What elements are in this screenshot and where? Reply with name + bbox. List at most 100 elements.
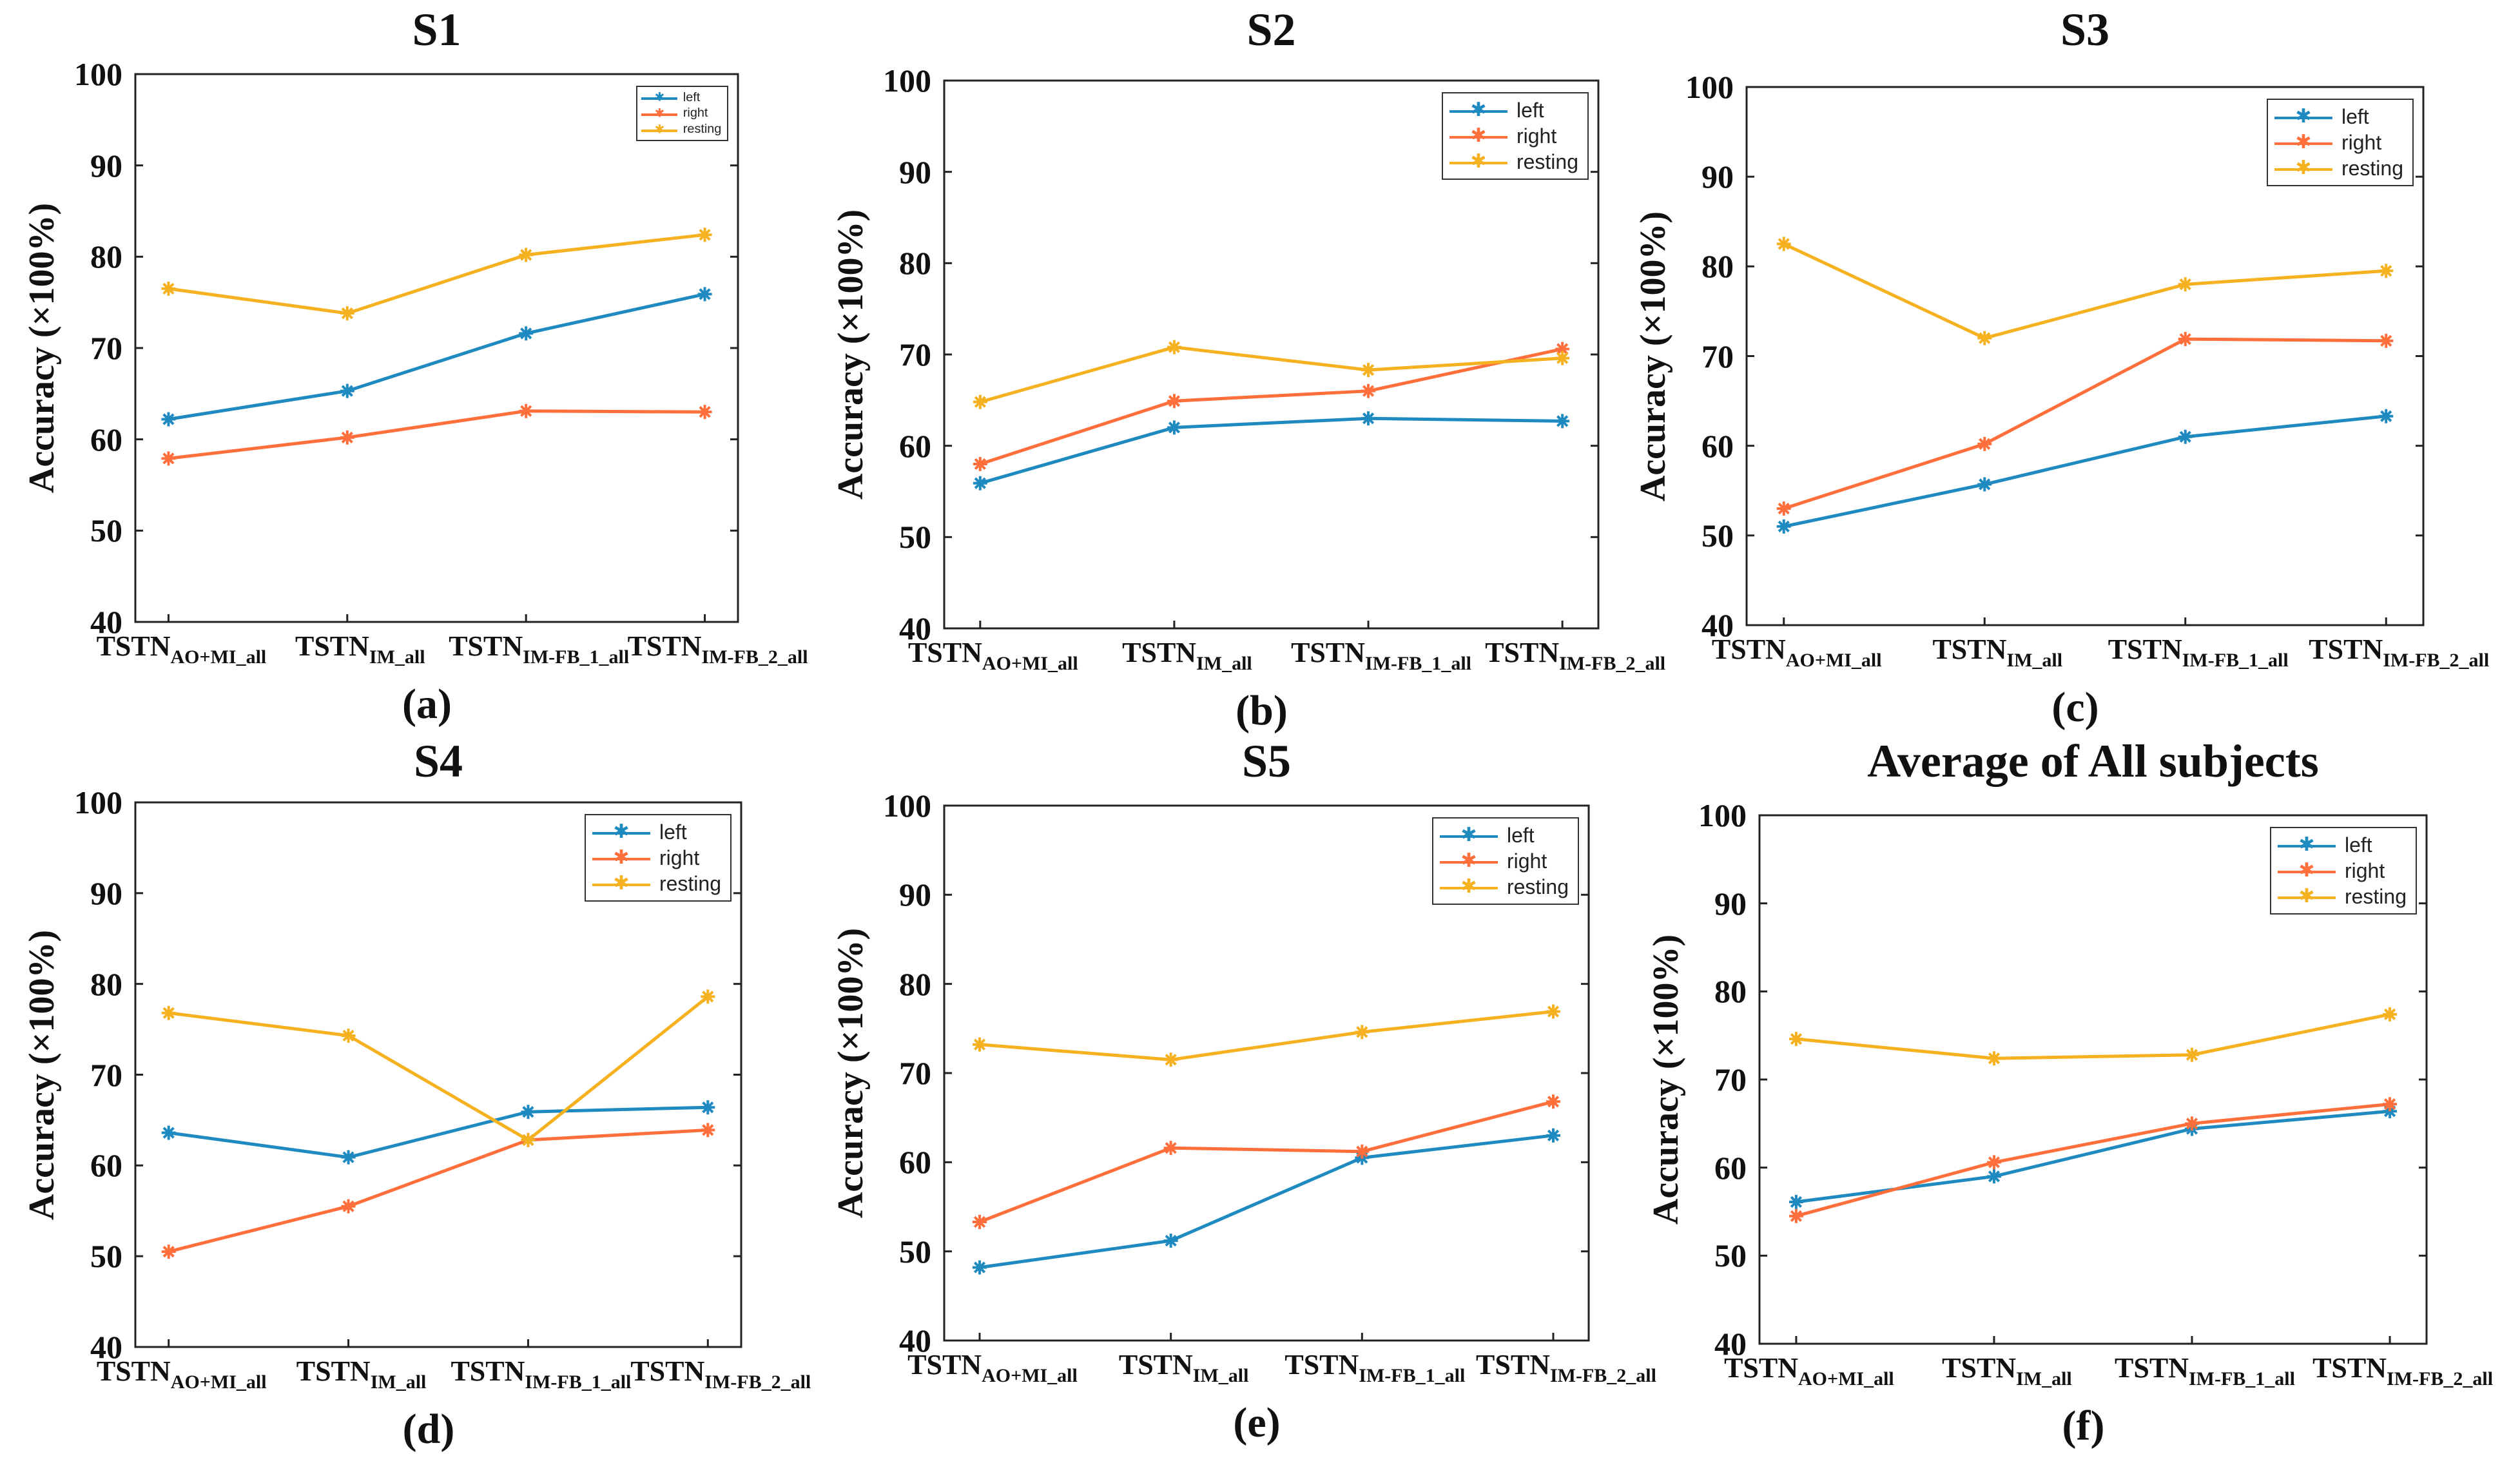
legend-item-resting: ✱ resting (1449, 149, 1578, 175)
data-point-right (161, 1244, 176, 1259)
legend-item-right: ✱ right (2274, 130, 2403, 155)
x-tick-subscript: IM-FB_2_all (704, 1371, 811, 1393)
x-tick-subscript: AO+MI_all (170, 646, 267, 668)
data-point-left (1788, 1194, 1803, 1209)
legend-label: left (659, 820, 687, 844)
y-tick-label: 80 (899, 965, 931, 1002)
y-tick-label: 70 (90, 330, 122, 366)
data-point-left (1555, 414, 1570, 429)
y-tick-label: 60 (1714, 1149, 1747, 1186)
x-tick-label: TSTNIM-FB_2_all (2309, 633, 2489, 672)
legend-swatch: ✱ (2277, 835, 2336, 855)
x-tick-main: TSTN (96, 1355, 171, 1387)
x-tick-label: TSTNIM-FB_2_all (628, 630, 808, 668)
data-point-left (519, 326, 534, 341)
x-tick-label: TSTNIM-FB_1_all (1291, 636, 1471, 675)
x-tick-main: TSTN (295, 630, 369, 662)
y-axis-label: Accuracy (×100%) (22, 202, 62, 494)
x-tick-label: TSTNIM-FB_1_all (451, 1355, 631, 1393)
y-tick-label: 40 (1701, 607, 1734, 643)
data-point-left (161, 1125, 176, 1140)
y-tick-label: 90 (90, 147, 122, 184)
x-tick-subscript: IM-FB_1_all (523, 646, 630, 668)
y-tick-label: 70 (90, 1056, 122, 1093)
asterisk-icon: ✱ (1470, 151, 1487, 172)
data-point-right (2383, 1097, 2398, 1112)
data-point-left (1546, 1128, 1560, 1143)
x-tick-subscript: IM_all (2016, 1368, 2072, 1390)
legend: ✱ left ✱ right ✱ resting (584, 814, 732, 902)
y-axis-label: Accuracy (×100%) (22, 929, 62, 1220)
asterisk-icon: ✱ (1470, 99, 1487, 121)
x-tick-main: TSTN (451, 1355, 525, 1387)
data-point-left (1361, 411, 1376, 426)
data-point-right (341, 1199, 356, 1214)
legend-item-right: ✱ right (592, 845, 721, 871)
data-point-right (340, 430, 354, 445)
x-tick-subscript: IM_all (369, 646, 425, 668)
chart-title: S2 (1246, 4, 1296, 55)
legend-swatch: ✱ (592, 848, 650, 867)
data-point-resting (1776, 237, 1791, 251)
x-tick-main: TSTN (627, 630, 702, 662)
y-axis-label: Accuracy (×100%) (831, 927, 871, 1219)
asterisk-icon: ✱ (613, 847, 630, 868)
y-tick-label: 60 (90, 421, 122, 458)
data-point-resting (2185, 1047, 2200, 1062)
asterisk-icon: ✱ (613, 873, 630, 894)
data-point-resting (1788, 1032, 1803, 1047)
data-point-resting (519, 247, 534, 262)
chart-title: S3 (2060, 4, 2110, 55)
y-tick-label: 80 (1714, 973, 1747, 1010)
chart-title: Average of All subjects (1867, 735, 2319, 787)
y-tick-label: 50 (1714, 1237, 1747, 1274)
y-tick-label: 40 (1714, 1326, 1747, 1362)
legend-label: right (2344, 858, 2385, 882)
data-point-right (519, 403, 534, 418)
legend-label: resting (1506, 875, 1569, 898)
y-tick-label: 70 (1714, 1061, 1747, 1098)
data-point-resting (1355, 1025, 1370, 1040)
asterisk-icon: ✱ (1460, 824, 1477, 846)
y-tick-label: 50 (899, 519, 931, 556)
y-tick-label: 40 (899, 610, 931, 646)
legend-item-resting: ✱ resting (641, 121, 721, 137)
data-point-resting (1555, 351, 1570, 365)
y-tick-label: 90 (1714, 885, 1747, 922)
data-point-left (340, 383, 354, 398)
x-tick-main: TSTN (296, 1355, 371, 1387)
legend-label: resting (1516, 150, 1578, 173)
data-point-left (521, 1105, 536, 1119)
legend-label: left (1516, 98, 1544, 122)
x-tick-main: TSTN (1711, 634, 1786, 665)
data-point-resting (2383, 1007, 2398, 1022)
data-point-resting (161, 281, 176, 296)
x-tick-label: TSTNAO+MI_all (97, 1355, 267, 1393)
legend-item-left: ✱ left (641, 90, 721, 106)
x-tick-main: TSTN (1291, 637, 1366, 668)
series-line-right (980, 347, 1563, 466)
x-tick-label: TSTNIM-FB_1_all (2115, 1351, 2295, 1390)
asterisk-icon: ✱ (654, 90, 665, 104)
legend-item-left: ✱ left (592, 819, 721, 845)
x-tick-label: TSTNAO+MI_all (97, 630, 267, 668)
asterisk-icon: ✱ (613, 821, 630, 842)
legend-swatch: ✱ (1439, 877, 1498, 896)
x-tick-main: TSTN (630, 1355, 705, 1387)
data-point-left (701, 1100, 715, 1115)
asterisk-icon: ✱ (2295, 131, 2312, 153)
x-tick-main: TSTN (1724, 1352, 1799, 1384)
data-point-right (701, 1123, 715, 1138)
legend-label: right (1506, 849, 1547, 873)
legend-swatch: ✱ (1449, 126, 1507, 146)
data-point-resting (1361, 363, 1376, 378)
x-tick-subscript: IM_all (1192, 1365, 1249, 1386)
legend-label: resting (2344, 884, 2407, 908)
legend: ✱ left ✱ right ✱ resting (2266, 99, 2414, 186)
data-point-right (973, 457, 987, 471)
legend-item-resting: ✱ resting (592, 871, 721, 896)
data-point-left (973, 1260, 987, 1275)
panel-label: (e) (1233, 1399, 1281, 1446)
series-line-right (979, 1099, 1554, 1224)
data-point-right (1788, 1208, 1803, 1223)
